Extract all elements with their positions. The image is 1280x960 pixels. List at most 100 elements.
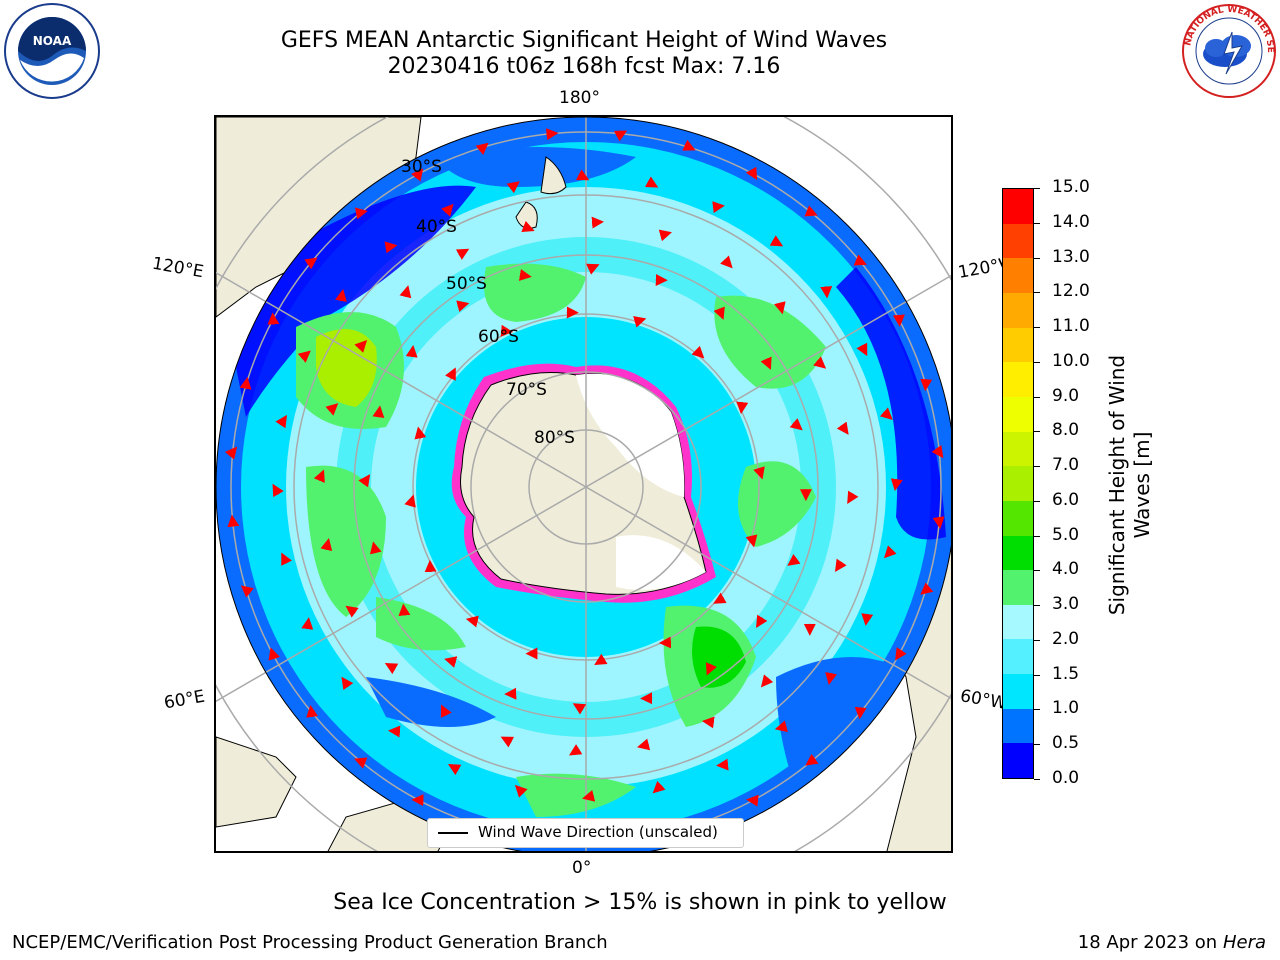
colorbar-tick-mark: [1034, 605, 1040, 607]
colorbar-tick-mark: [1034, 709, 1040, 711]
wave-direction-arrow: [345, 605, 359, 618]
colorbar-swatch: [1003, 362, 1033, 397]
wave-direction-arrow: [820, 286, 833, 299]
colorbar-tick-label: 10.0: [1052, 350, 1090, 371]
wave-direction-arrow: [582, 789, 596, 802]
colorbar-tick-mark: [1034, 222, 1040, 224]
wave-direction-arrow: [746, 794, 759, 807]
colorbar-tick-label: 7.0: [1052, 455, 1080, 476]
colorbar-tick-label: 1.5: [1052, 663, 1080, 684]
wave-direction-arrow: [521, 220, 535, 233]
colorbar-tick-label: 13.0: [1052, 246, 1090, 267]
wave-direction-arrow: [884, 545, 897, 559]
wave-direction-arrow: [652, 780, 666, 794]
colorbar-swatch: [1003, 466, 1033, 501]
wave-direction-arrow: [575, 169, 590, 181]
wave-direction-arrow: [404, 494, 416, 508]
lat-label-40s: 40°S: [416, 217, 457, 237]
wave-direction-arrow: [804, 205, 818, 217]
wave-direction-arrow: [444, 656, 458, 668]
wave-direction-arrow: [572, 703, 587, 715]
wave-direction-arrow: [268, 647, 280, 661]
wave-direction-arrow: [297, 350, 311, 363]
colorbar-swatch: [1003, 293, 1033, 328]
colorbar-swatch: [1003, 431, 1033, 467]
wave-direction-arrow: [384, 663, 399, 675]
wave-direction-arrow: [691, 345, 705, 359]
wave-direction-arrow: [745, 534, 758, 548]
wave-direction-arrow: [445, 367, 456, 381]
wave-direction-arrow: [568, 744, 583, 756]
colorbar: [1002, 188, 1034, 779]
wave-direction-arrow: [441, 203, 454, 217]
wave-direction-arrow: [405, 345, 418, 358]
colorbar-swatch: [1003, 708, 1033, 744]
wave-direction-arrow: [384, 241, 398, 254]
wave-direction-arrow: [713, 306, 725, 320]
wave-direction-arrow: [354, 757, 368, 769]
wave-direction-arrow: [301, 617, 314, 630]
wave-direction-arrow: [895, 647, 907, 661]
colorbar-swatch: [1003, 327, 1033, 363]
wave-direction-arrow: [591, 216, 604, 229]
host-name: Hera: [1222, 932, 1266, 953]
wave-direction-arrow: [358, 474, 371, 488]
colorbar-tick-mark: [1034, 431, 1040, 433]
wave-direction-arrow: [701, 716, 715, 729]
wave-direction-arrow: [713, 592, 727, 604]
date-text: 18 Apr 2023 on Hera: [1077, 932, 1266, 953]
colorbar-tick-label: 0.0: [1052, 768, 1080, 788]
wave-direction-arrow: [760, 674, 774, 688]
wave-direction-arrow: [825, 672, 837, 685]
wave-direction-arrow: [789, 418, 803, 431]
polar-map: 30°S 40°S 50°S 60°S 70°S 80°S: [214, 115, 953, 853]
wave-direction-arrow: [856, 342, 868, 357]
wave-direction-arrow: [586, 263, 600, 275]
wave-direction-arrow: [275, 414, 287, 429]
colorbar-tick-mark: [1034, 779, 1040, 780]
lat-label-80s: 80°S: [534, 428, 575, 448]
colorbar-tick-mark: [1034, 396, 1040, 398]
wave-direction-arrow: [712, 201, 725, 214]
wave-direction-arrow: [335, 289, 347, 302]
wave-direction-arrow: [281, 552, 293, 566]
colorbar-tick-mark: [1034, 744, 1040, 746]
sea-ice-note: Sea Ice Concentration > 15% is shown in …: [333, 890, 947, 915]
wave-direction-arrow: [890, 478, 903, 492]
wave-direction-arrow: [354, 340, 368, 353]
colorbar-tick-mark: [1034, 570, 1040, 572]
wave-direction-arrow: [658, 229, 672, 242]
wave-direction-arrow: [272, 483, 284, 498]
colorbar-tick-mark: [1034, 500, 1040, 502]
wave-direction-arrow: [847, 490, 859, 505]
wave-direction-arrow: [594, 653, 608, 666]
colorbar-tick-label: 11.0: [1052, 316, 1090, 337]
wave-direction-arrow: [753, 466, 765, 480]
colorbar-tick-label: 4.0: [1052, 559, 1080, 580]
wave-direction-arrow: [836, 421, 849, 435]
colorbar-tick-mark: [1034, 327, 1040, 329]
wave-direction-arrow: [861, 613, 874, 626]
wave-direction-arrow: [325, 403, 339, 416]
wave-direction-arrow: [892, 314, 905, 327]
wave-direction-arrow: [369, 541, 382, 555]
wave-direction-arrow: [414, 426, 427, 440]
ross-ice-shelf: [576, 373, 685, 497]
colorbar-label: Significant Height of Wind Waves [m]: [1105, 354, 1154, 616]
colorbar-swatch: [1003, 535, 1033, 571]
wave-direction-arrow: [854, 706, 867, 720]
colorbar-tick-mark: [1034, 674, 1040, 676]
wave-direction-arrow: [455, 248, 470, 260]
colorbar-tick-label: 0.5: [1052, 733, 1080, 754]
nws-logo: NATIONAL WEATHER SERVICE: [1180, 2, 1276, 98]
colorbar-tick-mark: [1034, 535, 1040, 537]
wave-direction-arrow: [518, 268, 532, 281]
colorbar-tick-mark: [1034, 639, 1040, 641]
wave-direction-arrow: [682, 139, 696, 151]
wave-direction-arrow: [306, 705, 319, 718]
colorbar-tick-label: 5.0: [1052, 524, 1080, 545]
wave-direction-arrow: [354, 207, 368, 220]
wave-direction-arrow: [320, 538, 333, 552]
colorbar-tick-mark: [1034, 257, 1040, 259]
wave-direction-arrow: [372, 405, 385, 419]
